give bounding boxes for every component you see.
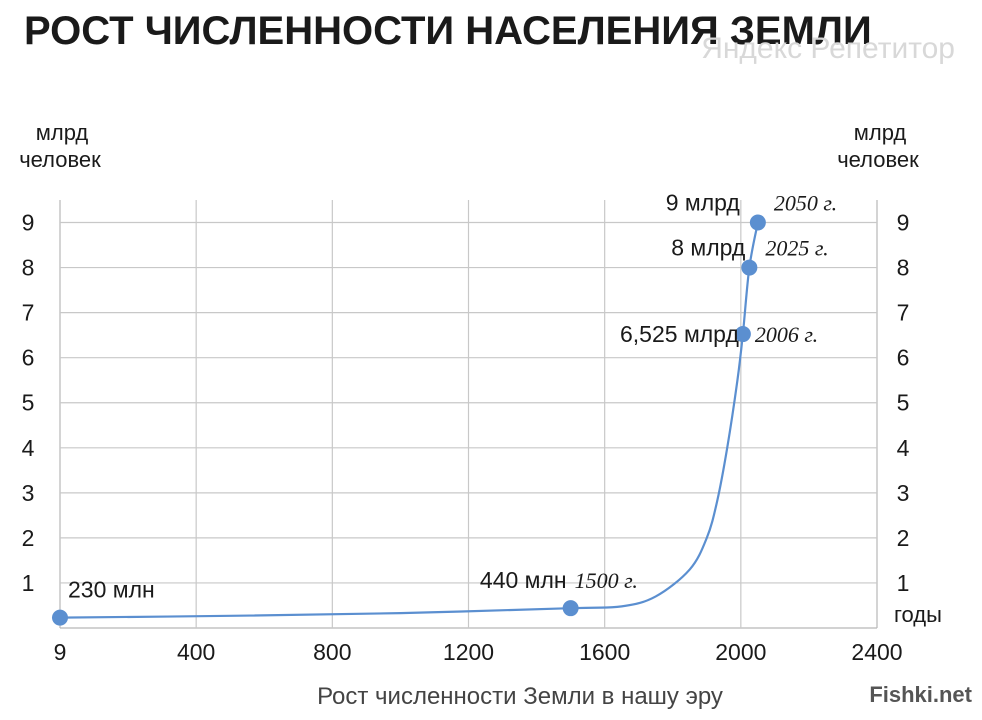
y-tick-label-left: 4: [22, 435, 35, 461]
y-axis-label-left-line1: млрд: [36, 120, 89, 145]
y-tick-label-right: 9: [897, 210, 910, 236]
y-tick-label-left: 6: [22, 345, 35, 371]
data-point: [52, 609, 68, 626]
y-tick-label-right: 2: [897, 525, 910, 551]
point-year-label: 2006 г.: [755, 322, 818, 347]
x-axis-label: Рост численности Земли в нашу эру: [317, 683, 723, 710]
data-point: [741, 259, 758, 276]
source-credit: Fishki.net: [869, 682, 972, 707]
x-tick-label: 1200: [443, 639, 494, 665]
y-tick-label-right: 7: [897, 300, 910, 326]
y-tick-label-left: 1: [22, 570, 35, 596]
y-tick-label-right: 6: [897, 345, 910, 371]
y-tick-label-left: 9: [22, 210, 35, 236]
grid: [59, 200, 878, 629]
point-value-label: 440 млн: [480, 567, 567, 593]
watermark-text: Яндекс Репетитор: [701, 32, 955, 65]
point-value-label: 230 млн: [68, 577, 155, 603]
x-tick-label: 800: [313, 639, 351, 665]
y-tick-label-right: 1: [897, 570, 910, 596]
chart-title: РОСТ ЧИСЛЕННОСТИ НАСЕЛЕНИЯ ЗЕМЛИ: [24, 9, 872, 53]
y-axis-label-left-line2: человек: [19, 147, 101, 172]
data-labels: 230 млн 440 млн 1500 г. 6,525 млрд 2006 г. 8 …: [68, 190, 837, 603]
axis-ticks: 1 1 2 2 3 3 4 4 5 5 6 6 7 7 8 8 9 9 9 400 800 1200 1600 2000 240…: [22, 210, 910, 665]
x-tick-label: 1600: [579, 639, 630, 665]
point-year-label: 2025 г.: [765, 236, 828, 261]
y-tick-label-left: 8: [22, 255, 35, 281]
x-tick-label: 400: [177, 639, 215, 665]
data-point: [562, 600, 579, 617]
data-point: [734, 326, 751, 343]
y-tick-label-right: 8: [897, 255, 910, 281]
x-tick-label: 9: [54, 639, 67, 665]
y-tick-label-right: 3: [897, 480, 910, 506]
series-layer: [59, 222, 759, 619]
point-year-label: 2050 г.: [774, 191, 837, 216]
y-tick-label-right: 4: [897, 435, 910, 461]
point-value-label: 6,525 млрд: [620, 321, 739, 347]
data-points: [52, 214, 766, 626]
y-axis-label-right-line2: человек: [837, 147, 919, 172]
y-tick-label-left: 2: [22, 525, 35, 551]
point-value-label: 9 млрд: [666, 190, 741, 216]
x-unit-label: годы: [894, 602, 942, 627]
y-tick-label-left: 7: [22, 300, 35, 326]
y-tick-label-left: 3: [22, 480, 35, 506]
population-curve: [59, 222, 759, 619]
point-year-label: 1500 г.: [575, 568, 638, 593]
data-point: [749, 214, 766, 231]
point-value-label: 8 млрд: [671, 235, 746, 261]
y-tick-label-left: 5: [22, 390, 35, 416]
x-tick-label: 2000: [715, 639, 766, 665]
x-tick-label: 2400: [851, 639, 902, 665]
y-tick-label-right: 5: [897, 390, 910, 416]
y-axis-label-right-line1: млрд: [854, 120, 907, 145]
